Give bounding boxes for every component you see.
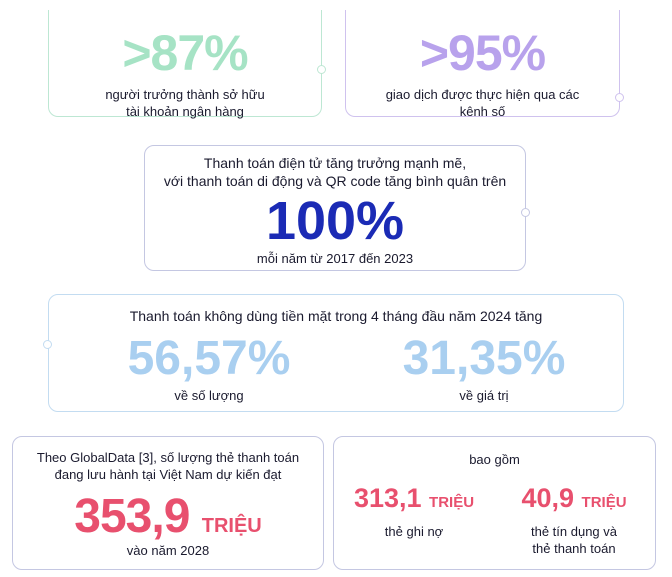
- cashless-value-label: về giá trị: [459, 388, 509, 403]
- e-payment-growth-value: 100%: [265, 191, 405, 251]
- credit-cards-unit: TRIỆU: [581, 494, 627, 511]
- adult-bank-account-value: >87%: [122, 25, 248, 81]
- intro-line: với thanh toán di động và QR code tăng b…: [163, 173, 507, 189]
- adult-bank-account-caption: người trưởng thành sở hữu tài khoản ngân…: [49, 86, 321, 120]
- digital-transactions-value: >95%: [419, 25, 546, 81]
- caption-line: kênh số: [459, 104, 506, 119]
- credit-cards-number: 40,9: [521, 483, 575, 513]
- connector-dot: [615, 93, 624, 102]
- connector-dot: [43, 340, 52, 349]
- cashless-volume-label: về số lượng: [174, 388, 244, 403]
- intro-line: đang lưu hành tại Việt Nam dự kiến đạt: [54, 467, 282, 482]
- intro-line: Theo GlobalData [3], số lượng thẻ thanh …: [36, 450, 300, 465]
- credit-cards-value: 40,9 TRIỆU: [499, 485, 649, 512]
- adult-bank-account-card: >87% người trưởng thành sở hữu tài khoản…: [48, 10, 322, 120]
- credit-cards-label: thẻ tín dụng và thẻ thanh toán: [499, 523, 649, 557]
- label-line: thẻ thanh toán: [532, 541, 616, 556]
- debit-cards-number: 313,1: [353, 483, 422, 513]
- caption-line: giao dịch được thực hiện qua các: [385, 87, 580, 102]
- e-payment-growth-card: Thanh toán điện tử tăng trưởng mạnh mẽ, …: [144, 145, 526, 271]
- cards-forecast-unit: TRIỆU: [201, 515, 262, 537]
- connector-dot: [521, 208, 530, 217]
- debit-cards-label: thẻ ghi nợ: [384, 524, 444, 539]
- cards-forecast-intro: Theo GlobalData [3], số lượng thẻ thanh …: [13, 449, 323, 483]
- cashless-volume-value: 56,57%: [127, 332, 291, 385]
- caption-line: tài khoản ngân hàng: [126, 104, 244, 119]
- cards-forecast-footer: vào năm 2028: [126, 543, 210, 558]
- label-line: thẻ tín dụng và: [530, 524, 617, 539]
- intro-line: Thanh toán điện tử tăng trưởng mạnh mẽ,: [203, 155, 467, 171]
- digital-transactions-card: >95% giao dịch được thực hiện qua các kê…: [345, 10, 620, 120]
- caption-line: người trưởng thành sở hữu: [105, 87, 265, 102]
- digital-transactions-caption: giao dịch được thực hiện qua các kênh số: [346, 86, 619, 120]
- cards-forecast-value: 353,9 TRIỆU: [13, 493, 323, 541]
- cards-breakdown-title: bao gồm: [469, 452, 520, 467]
- cards-forecast-number: 353,9: [74, 490, 190, 543]
- e-payment-growth-intro: Thanh toán điện tử tăng trưởng mạnh mẽ, …: [145, 154, 525, 190]
- debit-cards-unit: TRIỆU: [429, 494, 475, 511]
- cards-breakdown-card: bao gồm 313,1 TRIỆU thẻ ghi nợ 40,9 TRIỆ…: [333, 436, 656, 570]
- e-payment-growth-footer: mỗi năm từ 2017 đến 2023: [256, 251, 414, 266]
- cashless-growth-title: Thanh toán không dùng tiền mặt trong 4 t…: [129, 308, 543, 324]
- cashless-value-value: 31,35%: [402, 332, 566, 385]
- connector-dot: [317, 65, 326, 74]
- cards-forecast-card: Theo GlobalData [3], số lượng thẻ thanh …: [12, 436, 324, 570]
- cashless-growth-card: Thanh toán không dùng tiền mặt trong 4 t…: [48, 294, 624, 412]
- debit-cards-value: 313,1 TRIỆU: [339, 485, 489, 512]
